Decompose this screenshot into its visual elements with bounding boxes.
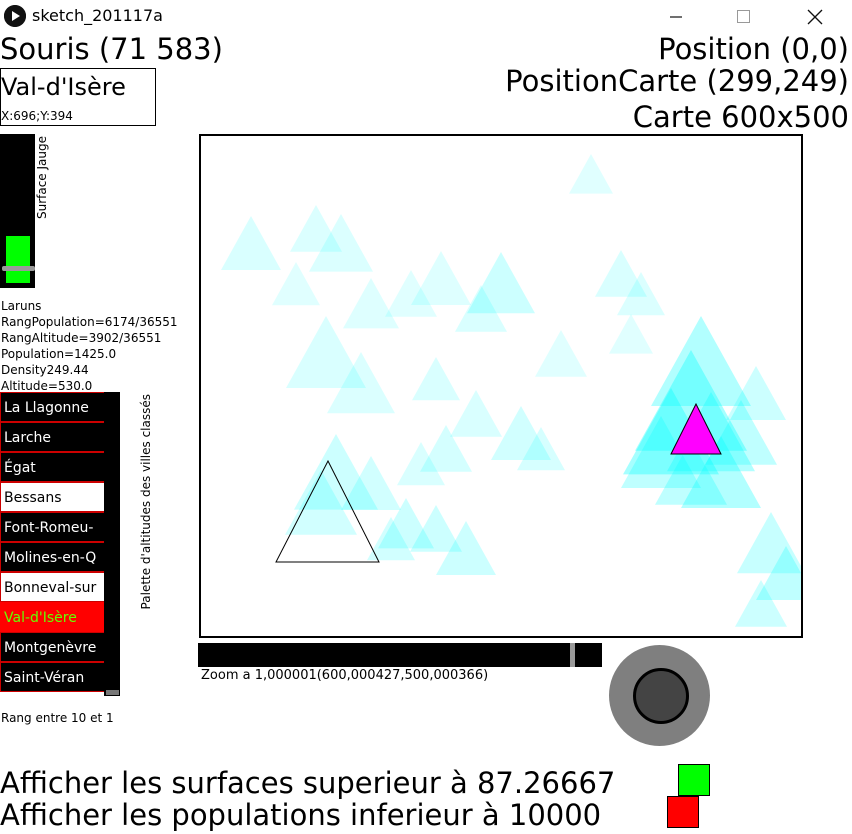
city-triangle bbox=[411, 251, 471, 305]
city-triangle bbox=[455, 285, 507, 332]
city-triangle bbox=[309, 214, 373, 272]
palette-item[interactable]: Bonneval-sur bbox=[0, 572, 105, 602]
city-triangle bbox=[535, 330, 587, 377]
city-triangle bbox=[286, 316, 366, 388]
city-triangle bbox=[285, 470, 357, 535]
joystick-knob[interactable] bbox=[633, 668, 689, 724]
info-line: RangPopulation=6174/36551 bbox=[1, 315, 178, 329]
city-triangle bbox=[436, 521, 496, 575]
city-triangle bbox=[378, 498, 434, 549]
rank-range-text: Rang entre 10 et 1 bbox=[1, 711, 114, 725]
population-filter-text: Afficher les populations inferieur à 100… bbox=[0, 798, 602, 832]
surface-gauge-handle[interactable] bbox=[2, 266, 35, 271]
city-triangle bbox=[385, 270, 437, 317]
palette-item[interactable]: Saint-Véran bbox=[0, 662, 105, 692]
city-triangle bbox=[609, 314, 653, 354]
hover-coords: X:696;Y:394 bbox=[1, 109, 73, 123]
info-line: Altitude=530.0 bbox=[1, 379, 93, 393]
city-triangle bbox=[705, 400, 777, 465]
city-triangle bbox=[635, 350, 747, 451]
palette-item[interactable]: Font-Romeu- bbox=[0, 512, 105, 542]
city-triangle bbox=[517, 427, 565, 471]
selected-city-outline bbox=[275, 459, 380, 563]
minimize-icon[interactable] bbox=[653, 2, 699, 32]
map-position-readout: PositionCarte (299,249) bbox=[505, 64, 849, 98]
mouse-readout: Souris (71 583) bbox=[0, 32, 223, 66]
window-title: sketch_201117a bbox=[32, 6, 163, 25]
surface-gauge-label: Surface Jauge bbox=[35, 136, 49, 220]
city-triangle bbox=[294, 434, 378, 510]
palette-item[interactable]: Montgenèvre bbox=[0, 632, 105, 662]
population-filter-toggle[interactable] bbox=[667, 796, 699, 828]
city-triangle bbox=[595, 250, 647, 297]
surface-gauge-fill bbox=[6, 236, 30, 283]
city-info: Laruns RangPopulation=6174/36551 RangAlt… bbox=[1, 298, 178, 394]
palette-item-selected[interactable]: Val-d'Isère bbox=[0, 602, 105, 632]
zoom-readout: Zoom a 1,000001(600,000427,500,000366) bbox=[201, 668, 489, 683]
palette-scroll-handle[interactable] bbox=[106, 690, 119, 695]
hover-city-box bbox=[0, 68, 156, 126]
city-triangle bbox=[617, 272, 665, 316]
info-line: Laruns bbox=[1, 299, 42, 313]
hovered-city-triangle[interactable] bbox=[670, 402, 722, 455]
palette-item[interactable]: Bessans bbox=[0, 482, 105, 512]
info-line: Population=1425.0 bbox=[1, 347, 117, 361]
city-triangle bbox=[341, 456, 401, 510]
city-triangle bbox=[569, 154, 613, 194]
city-triangle bbox=[397, 442, 445, 486]
city-triangle bbox=[621, 416, 701, 488]
city-triangle bbox=[327, 352, 395, 414]
surface-filter-text: Afficher les surfaces superieur à 87.266… bbox=[0, 766, 616, 800]
map-triangles bbox=[221, 154, 801, 627]
city-triangle bbox=[367, 517, 415, 561]
palette-label: Palette d'altitudes des villes classés bbox=[139, 394, 153, 610]
city-triangle bbox=[491, 406, 551, 460]
city-triangle bbox=[450, 390, 502, 437]
palette-item[interactable]: Larche bbox=[0, 422, 105, 452]
city-triangle bbox=[681, 436, 761, 508]
info-line: RangAltitude=3902/36551 bbox=[1, 331, 162, 345]
hover-city-name: Val-d'Isère bbox=[1, 73, 126, 101]
palette-item[interactable]: Molines-en-Q bbox=[0, 542, 105, 572]
palette-item[interactable]: Égat bbox=[0, 452, 105, 482]
city-triangle bbox=[343, 278, 399, 329]
city-triangle bbox=[410, 505, 462, 552]
play-icon bbox=[4, 5, 26, 27]
zoom-slider-handle[interactable] bbox=[570, 643, 575, 667]
city-triangle bbox=[651, 316, 751, 406]
city-triangle bbox=[412, 357, 460, 401]
position-readout: Position (0,0) bbox=[658, 32, 849, 66]
surface-filter-toggle[interactable] bbox=[678, 764, 710, 796]
city-triangle bbox=[726, 366, 786, 420]
city-triangle bbox=[737, 512, 801, 574]
palette-scrollbar[interactable] bbox=[104, 392, 120, 696]
info-line: Density249.44 bbox=[1, 363, 89, 377]
maximize-icon[interactable] bbox=[720, 2, 766, 32]
city-triangle bbox=[290, 205, 342, 252]
map-canvas[interactable] bbox=[199, 134, 803, 638]
zoom-slider[interactable] bbox=[198, 643, 602, 667]
city-triangle bbox=[467, 252, 535, 314]
palette-item[interactable]: La Llagonne bbox=[0, 392, 105, 422]
close-icon[interactable] bbox=[792, 2, 838, 32]
city-triangle bbox=[420, 425, 472, 472]
city-triangle bbox=[655, 440, 727, 505]
city-triangle bbox=[221, 216, 281, 270]
city-triangle bbox=[272, 262, 320, 306]
city-triangle bbox=[756, 546, 801, 600]
map-size-readout: Carte 600x500 bbox=[632, 100, 849, 134]
city-triangle bbox=[735, 580, 787, 627]
